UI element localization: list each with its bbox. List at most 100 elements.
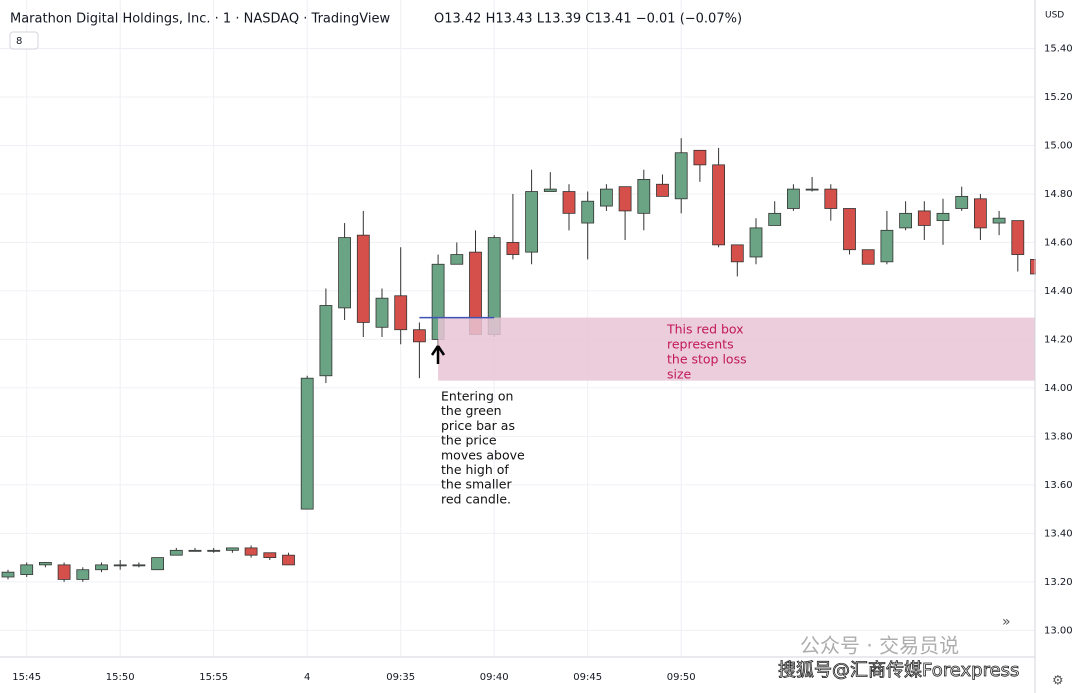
x-tick-label: 09:40: [480, 672, 509, 683]
candle-body: [787, 188, 800, 209]
candle-body: [450, 254, 464, 265]
candle-body: [188, 549, 202, 552]
candle-body: [543, 188, 557, 192]
candle-body: [169, 549, 183, 556]
price-axis-cover: [1036, 0, 1080, 693]
candle-body: [562, 191, 576, 214]
candle-body: [319, 305, 333, 377]
y-tick-label: 15.40: [1044, 43, 1073, 54]
stop-box-label: represents: [667, 337, 734, 352]
candle-body: [1, 571, 15, 578]
candle-body: [338, 237, 352, 309]
entry-note: the price: [441, 433, 497, 448]
candle-body: [282, 554, 295, 566]
candle-body: [356, 234, 370, 323]
entry-note: red candle.: [441, 491, 511, 506]
stop-box-label: This red box: [666, 322, 744, 337]
candle-body: [899, 212, 912, 229]
candle-body: [151, 557, 165, 571]
candle-body: [880, 229, 894, 263]
chart-title: Marathon Digital Holdings, Inc. · 1 · NA…: [10, 12, 390, 27]
y-tick-label: 14.60: [1044, 237, 1073, 248]
candle-body: [861, 249, 875, 265]
candle-body: [618, 186, 632, 212]
candle-body: [656, 183, 669, 197]
entry-note: the green: [441, 403, 502, 418]
candle-body: [674, 152, 688, 200]
candle-body: [76, 569, 90, 580]
indicator-badge-box[interactable]: [9, 31, 39, 50]
entry-arrow: [430, 345, 446, 364]
x-tick-label: 15:45: [12, 672, 41, 683]
stop-box-label: the stop loss: [667, 352, 747, 367]
entry-note: price bar as: [441, 418, 515, 433]
candle-body: [581, 200, 595, 224]
entry-note: the high of: [441, 462, 509, 477]
candle-body: [749, 227, 763, 258]
settings-button[interactable]: ⚙: [1052, 674, 1064, 689]
indicator-badge[interactable]: 8: [16, 36, 22, 47]
watermark: 搜狐号@汇商传媒Forexpress: [778, 660, 1019, 681]
y-tick-label: 14.80: [1044, 189, 1073, 200]
candles: [1, 138, 1043, 582]
candle-body: [712, 164, 725, 246]
y-tick-label: 13.40: [1044, 528, 1073, 539]
candle-body: [375, 297, 389, 328]
y-tick-label: 15.00: [1044, 140, 1073, 151]
y-tick-label: 13.20: [1044, 577, 1073, 588]
candle-body: [20, 564, 34, 575]
candle-body: [600, 188, 613, 207]
x-tick-label: 09:45: [573, 672, 602, 683]
x-tick-label: 09:50: [667, 672, 696, 683]
candle-body: [525, 191, 538, 253]
y-tick-label: 13.00: [1044, 625, 1073, 636]
entry-note: Entering on: [441, 389, 513, 404]
candle-body: [300, 377, 314, 510]
candle-body: [394, 295, 408, 331]
x-tick-label: 09:35: [386, 672, 415, 683]
candle-body: [57, 564, 71, 580]
candle-body: [132, 564, 146, 567]
candle-body: [805, 188, 819, 191]
candle-body: [730, 244, 744, 263]
y-tick-label: 14.00: [1044, 383, 1073, 394]
candle-body: [39, 562, 52, 566]
candle-body: [936, 212, 950, 222]
y-tick-label: 13.60: [1044, 480, 1073, 491]
candle-body: [225, 547, 239, 551]
candle-body: [917, 210, 931, 226]
y-tick-label: 13.80: [1044, 431, 1073, 442]
candle-body: [824, 188, 838, 209]
stop-box-label: size: [667, 367, 692, 382]
candle-body: [768, 212, 782, 226]
x-tick-label: 4: [304, 672, 310, 683]
entry-note: moves above: [441, 447, 525, 462]
y-tick-label: 15.20: [1044, 92, 1073, 103]
scroll-button[interactable]: »: [1002, 614, 1011, 630]
y-tick-label: 14.40: [1044, 286, 1073, 297]
candle-body: [974, 198, 987, 229]
candle-body: [1011, 220, 1025, 255]
axes: 13.00 13.20 13.40 13.60 13.80 14.00 14.20 14.40…: [12, 43, 1072, 683]
currency-label[interactable]: USD: [1045, 11, 1064, 21]
candle-body: [992, 217, 1006, 224]
candle-body: [843, 208, 856, 251]
candle-body: [244, 547, 258, 556]
candle-body: [207, 549, 221, 552]
stop-loss-box: [438, 317, 1036, 381]
candle-body: [113, 564, 127, 567]
x-tick-label: 15:50: [106, 672, 135, 683]
entry-note: the smaller: [441, 477, 512, 492]
candle-body: [637, 179, 651, 214]
watermark: 公众号 · 交易员说: [800, 634, 959, 658]
candle-body: [955, 195, 969, 209]
candle-body: [693, 149, 707, 166]
candle-body: [263, 552, 277, 559]
candle-body: [412, 329, 426, 343]
ohlc-legend: O13.42 H13.43 L13.39 C13.41 −0.01 (−0.07…: [434, 12, 742, 27]
y-tick-label: 14.20: [1044, 334, 1073, 345]
x-tick-label: 15:55: [199, 672, 228, 683]
